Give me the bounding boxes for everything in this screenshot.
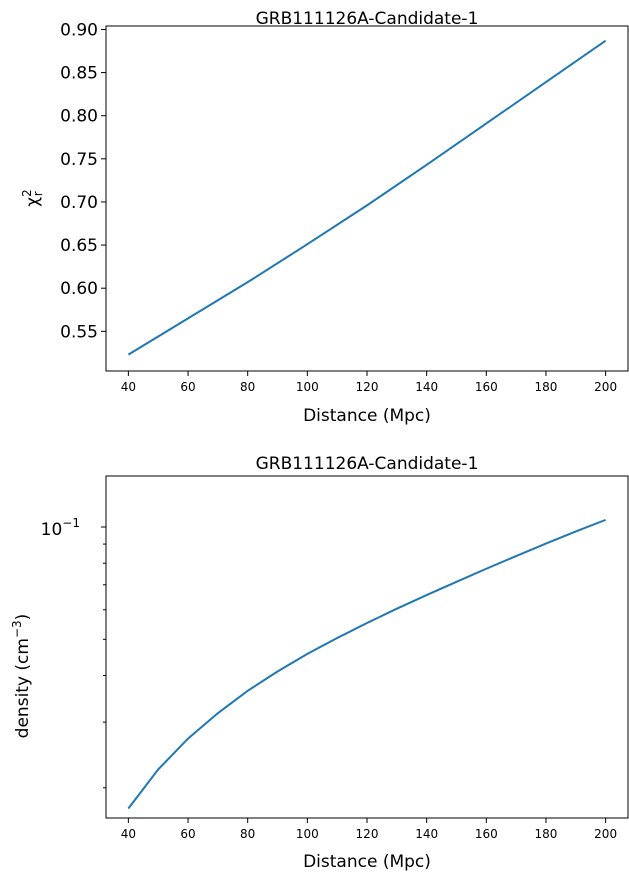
chart-bottom-y-label: density (cm−3): [10, 614, 33, 739]
chart-top-y-tick-label: 0.80: [60, 107, 98, 127]
chart-bottom-x-axis: 40 60 80 100 120 140 160 180 200: [121, 818, 617, 841]
chart-bottom-x-label: Distance (Mpc): [303, 852, 431, 872]
chart-top-x-label: Distance (Mpc): [303, 406, 431, 426]
chart-bottom: GRB111126A-Candidate-1 40 60 80 100 120 140 16…: [10, 454, 629, 872]
chart-bottom-frame: [105, 475, 629, 819]
chart-top-x-tick-label: 40: [121, 380, 136, 394]
chart-bottom-x-tick-label: 60: [180, 827, 195, 841]
chart-bottom-title: GRB111126A-Candidate-1: [256, 454, 479, 474]
chart-top-y-label: χ2r: [20, 189, 45, 206]
chart-bottom-x-tick-label: 180: [535, 827, 558, 841]
chart-top-title: GRB111126A-Candidate-1: [256, 9, 479, 29]
chart-bottom-x-tick-label: 40: [121, 827, 136, 841]
chart-top-x-tick-label: 200: [594, 380, 617, 394]
chart-top-y-tick-label: 0.90: [60, 20, 98, 40]
chart-top-frame: [105, 25, 629, 372]
chart-top-x-tick-label: 120: [356, 380, 379, 394]
chart-top-x-tick-label: 160: [475, 380, 498, 394]
chart-bottom-y-axis: 10−1: [41, 516, 106, 789]
chart-top-x-tick-label: 80: [240, 380, 255, 394]
chart-bottom-y-tick-label: 10−1: [41, 516, 80, 540]
chart-bottom-series-line: [127, 518, 606, 810]
chart-top-y-tick-label: 0.65: [60, 236, 98, 256]
chart-bottom-x-tick-label: 200: [594, 827, 617, 841]
chart-top-y-axis: 0.55 0.60 0.65 0.70 0.75 0.80 0.85 0.90: [60, 20, 106, 342]
chart-bottom-x-tick-label: 120: [356, 827, 379, 841]
chart-top-y-tick-label: 0.55: [60, 322, 98, 342]
chart-top-y-tick-label: 0.85: [60, 64, 98, 84]
chart-top-x-tick-label: 140: [415, 380, 438, 394]
chart-top-y-tick-label: 0.60: [60, 279, 98, 299]
chart-top-x-tick-label: 100: [296, 380, 319, 394]
chart-top-series-line: [127, 39, 607, 356]
chart-bottom-x-tick-label: 140: [415, 827, 438, 841]
chart-top-x-tick-label: 60: [180, 380, 195, 394]
chart-top-x-axis: 40 60 80 100 120 140 160 180 200: [121, 371, 617, 394]
chart-top-y-tick-label: 0.75: [60, 150, 98, 170]
chart-top: GRB111126A-Candidate-1 40 60 80 100 120 140 16…: [20, 9, 629, 426]
chart-bottom-x-tick-label: 160: [475, 827, 498, 841]
chart-bottom-x-tick-label: 100: [296, 827, 319, 841]
chart-top-y-tick-label: 0.70: [60, 193, 98, 213]
chart-top-x-tick-label: 180: [535, 380, 558, 394]
chart-bottom-x-tick-label: 80: [240, 827, 255, 841]
